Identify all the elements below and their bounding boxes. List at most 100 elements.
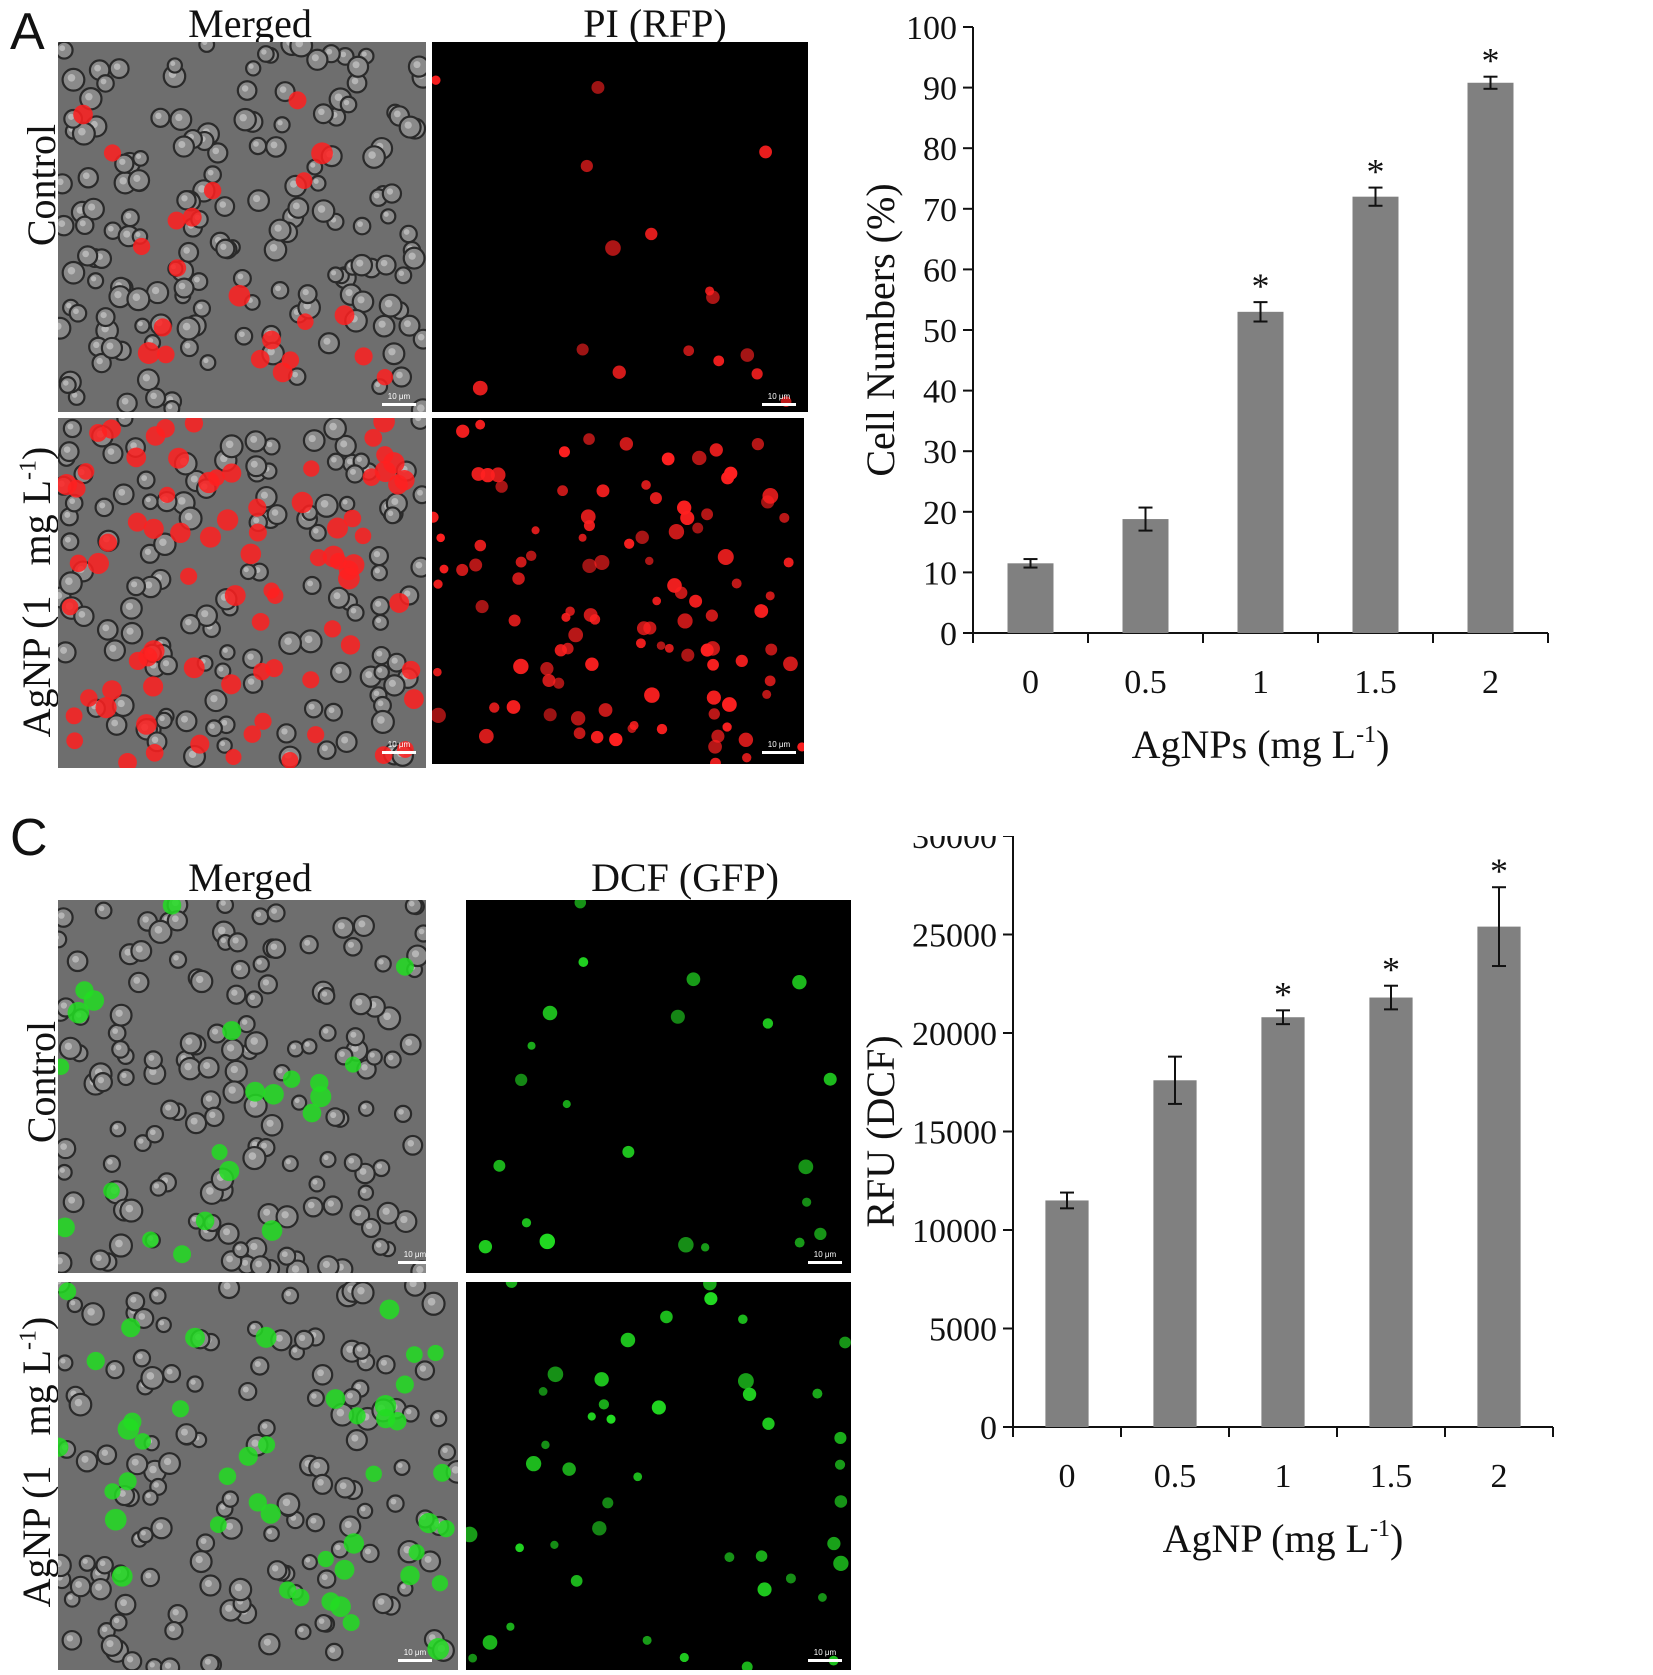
stained-cell [73,104,93,125]
stained-cell [248,498,267,517]
cell-highlight [138,1138,144,1144]
cell [374,955,392,973]
cell-highlight [117,699,125,708]
cell-highlight [294,1098,300,1104]
stained-cell [263,1083,284,1105]
cell-highlight [346,458,353,465]
fluorescent-spot [468,1653,478,1663]
chart-d-x-tick-label: 2 [1491,1458,1508,1495]
cell-highlight [135,232,141,238]
cell-highlight [149,1129,156,1136]
fluorescent-spot [558,446,570,458]
cell-highlight [154,925,163,934]
cell [309,174,327,192]
cell-highlight [356,259,364,267]
cell-highlight [149,1662,155,1668]
cell-highlight [68,113,75,120]
cell [403,1282,427,1297]
cell-highlight [310,1517,317,1524]
cell-highlight [220,937,226,944]
cell [245,60,262,77]
cell-highlight [317,1369,324,1377]
cell-highlight [304,635,313,644]
stained-cell [254,712,272,730]
fluorescent-spot [627,724,637,733]
cell-highlight [397,1462,403,1469]
stained-cell [260,1503,281,1524]
cell [199,354,217,372]
cell-highlight [298,1627,304,1633]
cell-highlight [336,1408,345,1417]
cell-highlight [242,1386,249,1393]
micrograph-c-control-merged [58,900,426,1273]
cell-highlight [111,719,119,727]
cell-highlight [292,371,299,378]
cell-highlight [396,371,403,379]
cell-highlight [232,937,239,944]
cell-highlight [408,252,416,260]
fluorescent-spot [578,533,587,542]
cell [58,1163,73,1181]
cell-highlight [66,302,72,309]
cell-highlight [167,403,173,410]
cell [263,1525,280,1543]
stained-cell [211,1144,228,1161]
cell-highlight [323,337,331,345]
cell [318,1023,337,1042]
fluorescent-spot [590,730,604,744]
cell-highlight [190,1117,198,1125]
cell-highlight [321,745,328,752]
cell-highlight [352,61,360,69]
stained-cell [302,1103,322,1123]
cell-highlight [355,1383,362,1390]
cell-highlight [204,1658,211,1665]
cell-highlight [281,1251,288,1258]
cell-highlight [277,120,283,126]
cell-highlight [427,1297,436,1306]
cell [94,901,113,920]
cell-highlight [304,1041,310,1047]
cell [109,1613,128,1632]
scale-bar-a3: 10 μm [382,740,416,754]
fluorescent-spot [783,557,794,568]
stained-cell [394,470,415,491]
cell [383,506,402,525]
cell-highlight [354,1209,362,1217]
cell-highlight [404,590,411,597]
cell-highlight [285,1159,291,1165]
chart-d-y-tick-label: 15000 [912,1115,997,1152]
stained-cell [61,598,79,616]
cell [308,1175,326,1193]
cell-highlight [266,441,273,448]
scale-bar-c1-label: 10 μm [403,1250,427,1259]
cell-highlight [329,422,337,431]
fluorescent-spot [557,485,568,497]
cell-highlight [378,959,384,965]
cell-highlight [126,1656,134,1663]
cell-highlight [302,289,309,296]
cell-highlight [66,1635,74,1642]
fluorescent-spot [708,739,722,754]
stained-cell [255,1326,277,1348]
cell-highlight [63,446,71,453]
cell-highlight [159,538,167,547]
cell-highlight [340,440,348,448]
cell [221,1490,240,1508]
fluorescent-spot [779,512,790,523]
cell [256,45,275,63]
cell-highlight [313,1461,321,1469]
cell-highlight [90,276,97,282]
chart-d-x-tick-label: 0.5 [1154,1458,1197,1495]
cell-highlight [377,716,385,724]
stained-cell [103,144,122,162]
stained-cell [243,725,262,743]
cell-highlight [305,1557,311,1563]
cell [149,1179,168,1197]
cell [372,613,389,631]
fluorescent-spot [737,1373,754,1389]
cell [257,1419,276,1438]
cell-highlight [345,289,353,297]
cell-highlight [182,322,191,331]
cell-highlight [178,141,186,149]
cell-highlight [181,715,188,723]
